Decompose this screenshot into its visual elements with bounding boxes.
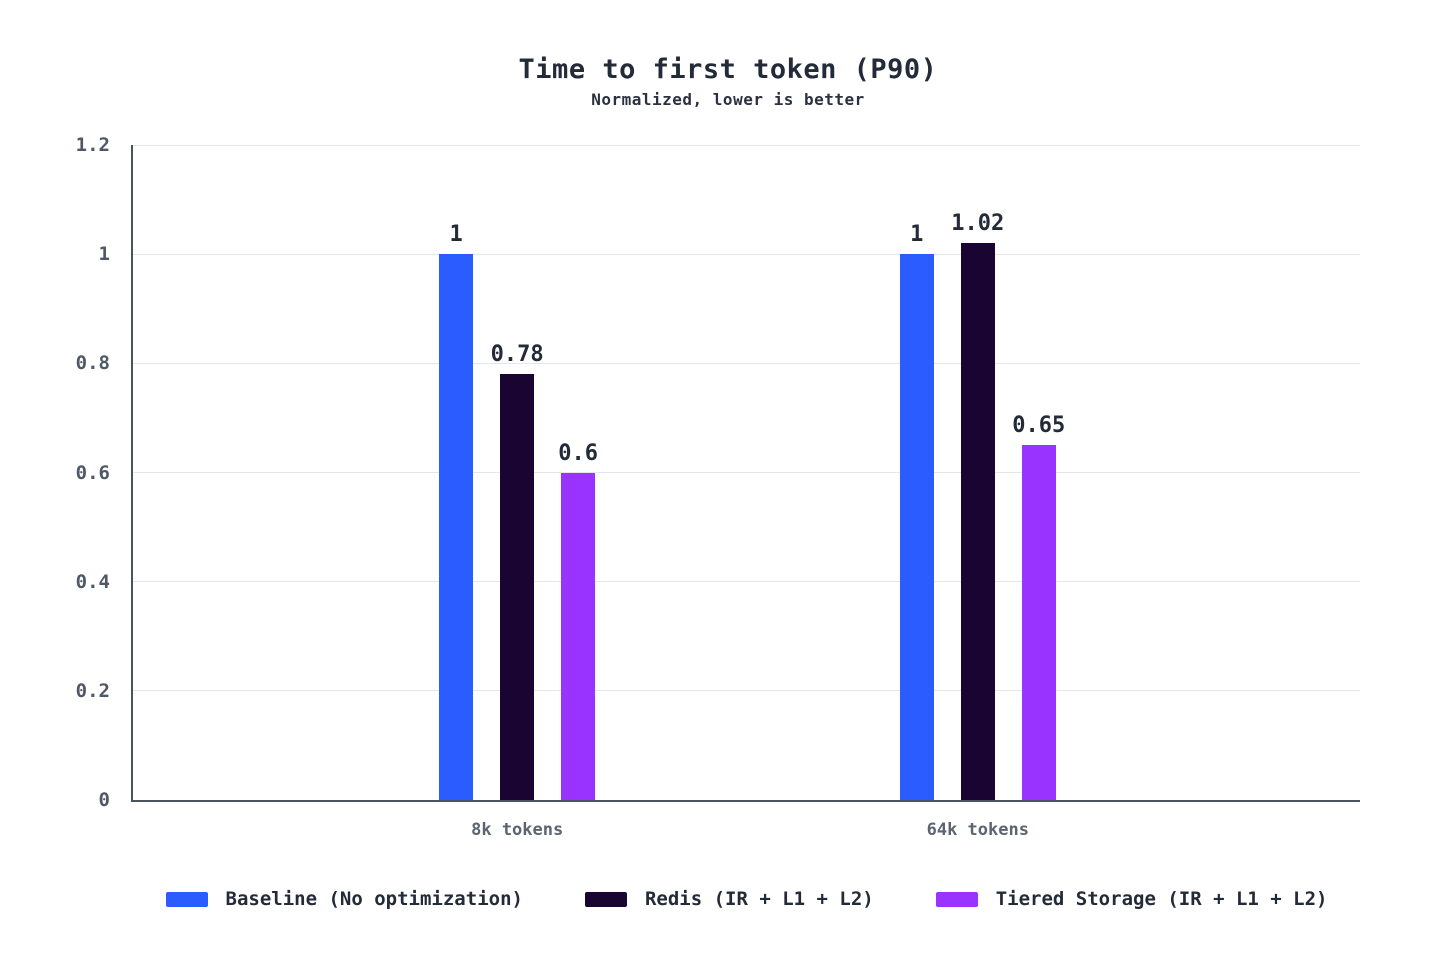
gridline-0.6 bbox=[133, 472, 1360, 473]
bar-baseline-8k: 1 bbox=[439, 224, 474, 800]
bar-redis-64k: 1.02 bbox=[951, 213, 1004, 800]
legend-item-baseline[interactable]: Baseline (No optimization) bbox=[165, 888, 523, 910]
y-tick-label-1.2: 1.2 bbox=[75, 134, 110, 156]
bar-value-label: 1.02 bbox=[951, 211, 1005, 237]
bar-value-label: 0.65 bbox=[1012, 413, 1066, 439]
bar-value-label: 0.6 bbox=[558, 440, 599, 466]
legend-swatch-icon bbox=[584, 891, 627, 907]
gridline-1.2 bbox=[133, 144, 1360, 146]
x-axis-line bbox=[131, 800, 1360, 802]
plot-area: 1 0.78 0.6 1 1.02 0.65 bbox=[131, 144, 1360, 802]
y-tick-label-0.6: 0.6 bbox=[75, 461, 110, 484]
bar-tiered-64k: 0.65 bbox=[1012, 415, 1065, 800]
y-axis-line bbox=[131, 145, 133, 802]
legend-label: Redis (IR + L1 + L2) bbox=[644, 888, 874, 910]
bar-value-label: 1 bbox=[449, 222, 463, 248]
gridline-0.8 bbox=[133, 362, 1360, 364]
x-category-label-8k: 8k tokens bbox=[471, 820, 564, 840]
y-tick-label-0.2: 0.2 bbox=[75, 679, 110, 702]
bar-redis-8k: 0.78 bbox=[491, 344, 544, 800]
gridline-1 bbox=[133, 253, 1360, 255]
y-tick-label-0.4: 0.4 bbox=[75, 570, 110, 593]
gridline-0.2 bbox=[133, 690, 1360, 692]
y-tick-label-1: 1 bbox=[98, 243, 110, 266]
legend-swatch-icon bbox=[165, 891, 208, 907]
y-tick-label-0: 0 bbox=[98, 789, 110, 811]
legend-item-tiered[interactable]: Tiered Storage (IR + L1 + L2) bbox=[935, 888, 1328, 910]
chart-subtitle: Normalized, lower is better bbox=[591, 90, 865, 109]
bar-value-label: 0.78 bbox=[490, 342, 544, 368]
x-category-label-64k: 64k tokens bbox=[926, 820, 1029, 840]
y-tick-label-0.8: 0.8 bbox=[75, 352, 110, 375]
legend: Baseline (No optimization) Redis (IR + L1… bbox=[133, 888, 1360, 910]
gridline-0.4 bbox=[133, 581, 1360, 583]
legend-label: Baseline (No optimization) bbox=[225, 888, 523, 910]
legend-label: Tiered Storage (IR + L1 + L2) bbox=[995, 888, 1328, 910]
bar-baseline-64k: 1 bbox=[899, 224, 934, 800]
chart-title: Time to first token (P90) bbox=[518, 54, 938, 85]
bar-value-label: 1 bbox=[910, 222, 924, 248]
legend-item-redis[interactable]: Redis (IR + L1 + L2) bbox=[584, 888, 874, 910]
legend-swatch-icon bbox=[935, 891, 978, 907]
bar-tiered-8k: 0.6 bbox=[558, 442, 598, 800]
